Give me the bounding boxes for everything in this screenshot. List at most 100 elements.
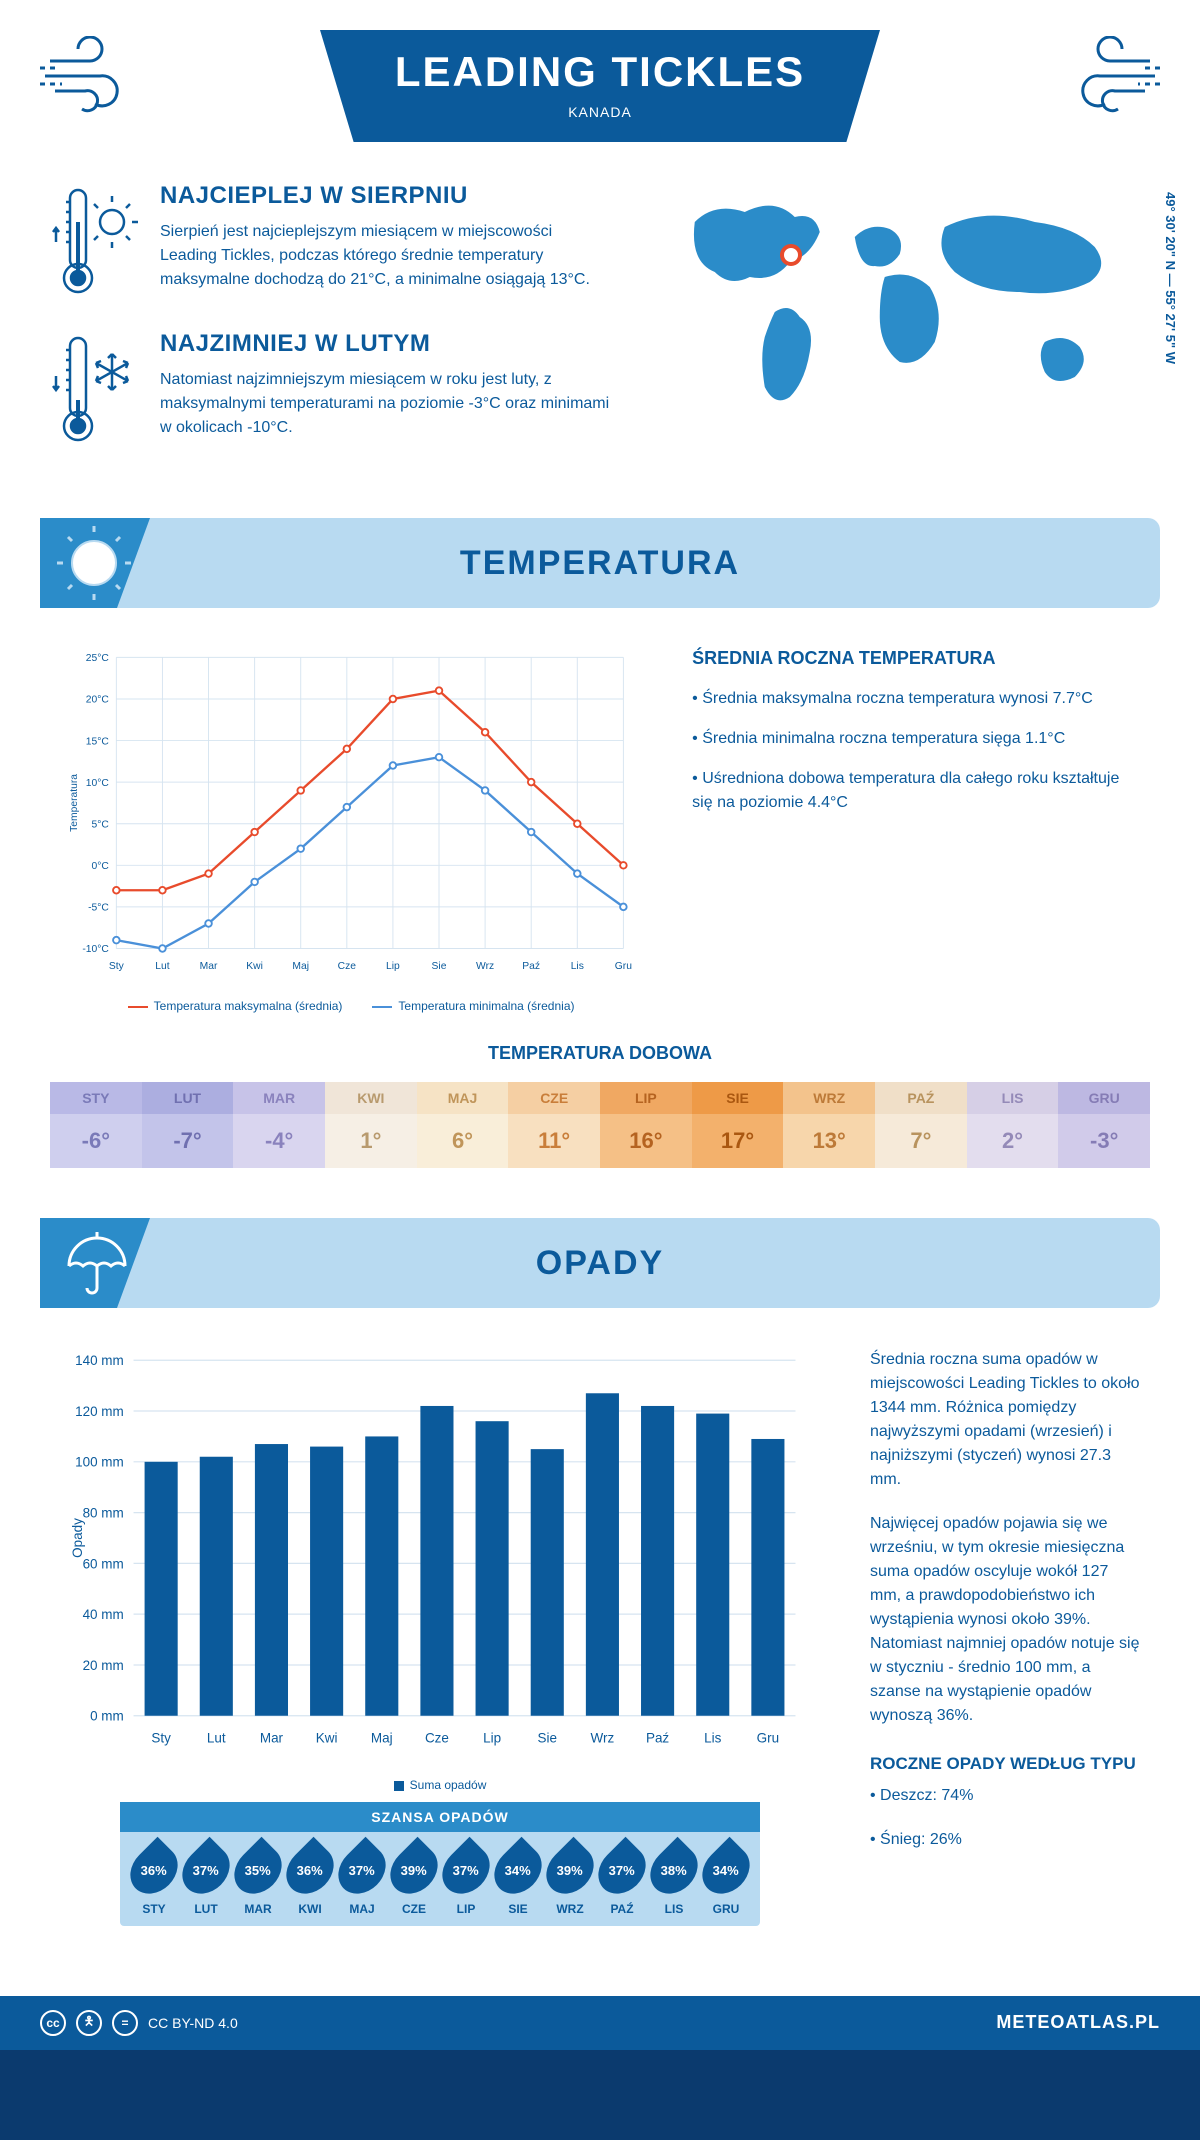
chance-drop: 38%LIS — [653, 1844, 695, 1916]
dobowa-cell: LUT-7° — [142, 1082, 234, 1168]
svg-text:40 mm: 40 mm — [83, 1607, 124, 1622]
svg-text:100 mm: 100 mm — [75, 1455, 124, 1470]
svg-text:15°C: 15°C — [86, 736, 110, 747]
header: LEADING TICKLES KANADA — [0, 0, 1200, 162]
sun-icon — [54, 526, 134, 601]
svg-text:20 mm: 20 mm — [83, 1658, 124, 1673]
svg-text:Lip: Lip — [386, 961, 400, 972]
temp-info-2: • Średnia minimalna roczna temperatura s… — [692, 727, 1140, 751]
section-title: OPADY — [536, 1244, 664, 1283]
svg-text:Lis: Lis — [571, 961, 584, 972]
dobowa-cell: LIS2° — [967, 1082, 1059, 1168]
thermometer-snow-icon — [50, 330, 140, 450]
chance-drop: 37%LUT — [185, 1844, 227, 1916]
fact-cold-title: NAJZIMNIEJ W LUTYM — [160, 330, 610, 358]
thermometer-sun-icon — [50, 182, 140, 302]
svg-text:25°C: 25°C — [86, 653, 110, 664]
opady-text-1: Średnia roczna suma opadów w miejscowośc… — [870, 1348, 1140, 1492]
svg-text:-5°C: -5°C — [88, 903, 109, 914]
opady-text-2: Najwięcej opadów pojawia się we wrześniu… — [870, 1512, 1140, 1728]
svg-text:10°C: 10°C — [86, 778, 110, 789]
precipitation-chart: 0 mm20 mm40 mm60 mm80 mm100 mm120 mm140 … — [60, 1348, 820, 1926]
chance-drop: 34%GRU — [705, 1844, 747, 1916]
fact-warmest: NAJCIEPLEJ W SIERPNIU Sierpień jest najc… — [50, 182, 610, 302]
svg-text:Sty: Sty — [109, 961, 125, 972]
dobowa-cell: MAR-4° — [233, 1082, 325, 1168]
svg-text:Lut: Lut — [155, 961, 169, 972]
dobowa-cell: STY-6° — [50, 1082, 142, 1168]
legend-min: Temperatura minimalna (średnia) — [372, 999, 574, 1013]
svg-text:Kwi: Kwi — [316, 1731, 338, 1746]
dobowa-title: TEMPERATURA DOBOWA — [50, 1043, 1150, 1064]
chance-drop: 34%SIE — [497, 1844, 539, 1916]
dobowa-cell: GRU-3° — [1058, 1082, 1150, 1168]
svg-text:80 mm: 80 mm — [83, 1506, 124, 1521]
page-title: LEADING TICKLES — [320, 48, 880, 96]
temp-info-title: ŚREDNIA ROCZNA TEMPERATURA — [692, 648, 1140, 669]
chance-drop: 37%PAŹ — [601, 1844, 643, 1916]
legend-bar: Suma opadów — [394, 1778, 487, 1792]
section-header-opady: OPADY — [40, 1218, 1160, 1308]
svg-text:60 mm: 60 mm — [83, 1556, 124, 1571]
temp-info-3: • Uśredniona dobowa temperatura dla całe… — [692, 767, 1140, 815]
fact-warm-text: Sierpień jest najcieplejszym miesiącem w… — [160, 220, 610, 292]
fact-coldest: NAJZIMNIEJ W LUTYM Natomiast najzimniejs… — [50, 330, 610, 450]
svg-text:Wrz: Wrz — [476, 961, 494, 972]
dobowa-cell: CZE11° — [508, 1082, 600, 1168]
fact-cold-text: Natomiast najzimniejszym miesiącem w rok… — [160, 368, 610, 440]
svg-text:Lip: Lip — [483, 1731, 501, 1746]
szansa-title: SZANSA OPADÓW — [120, 1802, 760, 1832]
intro-section: NAJCIEPLEJ W SIERPNIU Sierpień jest najc… — [0, 162, 1200, 518]
legend-max: Temperatura maksymalna (średnia) — [128, 999, 343, 1013]
nd-icon: = — [112, 2010, 138, 2036]
section-title: TEMPERATURA — [460, 544, 740, 583]
temperature-chart: -10°C-5°C0°C5°C10°C15°C20°C25°CStyLutMar… — [60, 648, 642, 1013]
svg-text:140 mm: 140 mm — [75, 1353, 124, 1368]
page-subtitle: KANADA — [320, 104, 880, 120]
daily-temperature-table: TEMPERATURA DOBOWA STY-6°LUT-7°MAR-4°KWI… — [0, 1033, 1200, 1218]
svg-text:Lut: Lut — [207, 1731, 226, 1746]
svg-text:Sty: Sty — [151, 1731, 171, 1746]
svg-text:Sie: Sie — [538, 1731, 557, 1746]
wind-icon — [1050, 36, 1160, 116]
chance-drop: 37%MAJ — [341, 1844, 383, 1916]
chance-drop: 39%CZE — [393, 1844, 435, 1916]
dobowa-cell: WRZ13° — [783, 1082, 875, 1168]
dobowa-cell: PAŹ7° — [875, 1082, 967, 1168]
chance-drop: 35%MAR — [237, 1844, 279, 1916]
svg-text:Maj: Maj — [292, 961, 309, 972]
svg-text:0°C: 0°C — [92, 861, 110, 872]
world-map — [640, 182, 1150, 442]
svg-text:Paź: Paź — [646, 1731, 669, 1746]
chance-drop: 37%LIP — [445, 1844, 487, 1916]
opady-type-2: • Śnieg: 26% — [870, 1828, 1140, 1852]
wind-icon — [40, 36, 150, 116]
svg-text:Mar: Mar — [260, 1731, 284, 1746]
title-banner: LEADING TICKLES KANADA — [320, 30, 880, 142]
precipitation-chance-panel: SZANSA OPADÓW 36%STY37%LUT35%MAR36%KWI37… — [120, 1802, 760, 1926]
footer: cc 🯅 = CC BY-ND 4.0 METEOATLAS.PL — [0, 1996, 1200, 2050]
svg-text:Maj: Maj — [371, 1731, 393, 1746]
section-header-temperature: TEMPERATURA — [40, 518, 1160, 608]
svg-text:Gru: Gru — [615, 961, 632, 972]
svg-text:20°C: 20°C — [86, 695, 110, 706]
svg-text:Temperatura: Temperatura — [69, 774, 80, 832]
dobowa-cell: LIP16° — [600, 1082, 692, 1168]
chance-drop: 36%STY — [133, 1844, 175, 1916]
fact-warm-title: NAJCIEPLEJ W SIERPNIU — [160, 182, 610, 210]
svg-text:120 mm: 120 mm — [75, 1404, 124, 1419]
svg-text:Sie: Sie — [432, 961, 447, 972]
svg-text:Cze: Cze — [338, 961, 357, 972]
svg-text:5°C: 5°C — [92, 819, 110, 830]
dobowa-cell: KWI1° — [325, 1082, 417, 1168]
svg-text:Gru: Gru — [757, 1731, 779, 1746]
cc-icon: cc — [40, 2010, 66, 2036]
chance-drop: 36%KWI — [289, 1844, 331, 1916]
temp-info-1: • Średnia maksymalna roczna temperatura … — [692, 687, 1140, 711]
svg-text:-10°C: -10°C — [82, 944, 109, 955]
svg-text:Cze: Cze — [425, 1731, 449, 1746]
license-text: CC BY-ND 4.0 — [148, 2015, 238, 2031]
dobowa-cell: MAJ6° — [417, 1082, 509, 1168]
opady-type-title: ROCZNE OPADY WEDŁUG TYPU — [870, 1754, 1140, 1774]
umbrella-icon — [54, 1226, 134, 1301]
